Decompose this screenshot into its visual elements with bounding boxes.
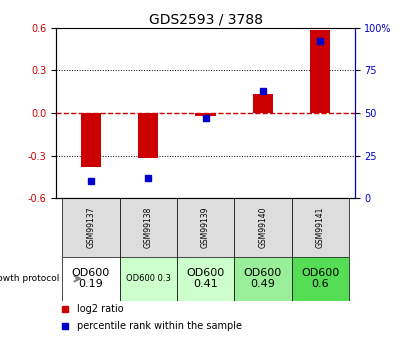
FancyBboxPatch shape xyxy=(62,257,120,300)
Text: GSM99137: GSM99137 xyxy=(86,207,96,248)
Text: GSM99139: GSM99139 xyxy=(201,207,210,248)
Text: OD600
0.6: OD600 0.6 xyxy=(301,268,339,289)
Title: GDS2593 / 3788: GDS2593 / 3788 xyxy=(149,12,262,27)
FancyBboxPatch shape xyxy=(234,257,291,300)
Text: GSM99138: GSM99138 xyxy=(144,207,153,248)
Text: percentile rank within the sample: percentile rank within the sample xyxy=(77,321,242,331)
FancyBboxPatch shape xyxy=(177,198,234,257)
Bar xyxy=(253,95,273,113)
Text: OD600
0.49: OD600 0.49 xyxy=(244,268,282,289)
FancyBboxPatch shape xyxy=(62,198,120,257)
Text: GSM99140: GSM99140 xyxy=(258,207,267,248)
FancyBboxPatch shape xyxy=(120,257,177,300)
Bar xyxy=(195,113,216,116)
Bar xyxy=(138,113,158,158)
Text: OD600 0.3: OD600 0.3 xyxy=(126,274,170,283)
Bar xyxy=(310,30,330,113)
Text: OD600
0.19: OD600 0.19 xyxy=(72,268,110,289)
FancyBboxPatch shape xyxy=(120,198,177,257)
Text: OD600
0.41: OD600 0.41 xyxy=(187,268,224,289)
FancyBboxPatch shape xyxy=(291,257,349,300)
FancyBboxPatch shape xyxy=(291,198,349,257)
FancyBboxPatch shape xyxy=(234,198,291,257)
Text: growth protocol: growth protocol xyxy=(0,274,59,283)
FancyBboxPatch shape xyxy=(177,257,234,300)
Text: log2 ratio: log2 ratio xyxy=(77,304,124,314)
Text: GSM99141: GSM99141 xyxy=(316,207,325,248)
Bar xyxy=(81,113,101,167)
